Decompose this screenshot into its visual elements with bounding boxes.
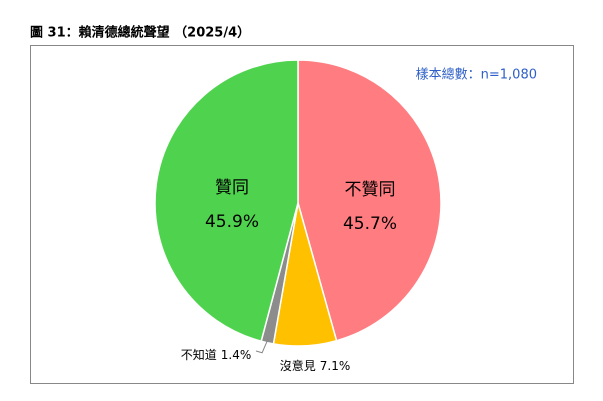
slice-value-label: 45.7%: [343, 214, 397, 234]
slice-value-label: 7.1%: [320, 359, 351, 373]
slice-category-label: 贊同: [215, 178, 249, 198]
slice-label: 不知道 1.4%: [181, 348, 252, 362]
slice-category-label: 不贊同: [345, 180, 396, 200]
slice-category-label: 不知道: [181, 348, 217, 362]
slice-value-label: 1.4%: [221, 348, 252, 362]
chart-frame: [30, 45, 574, 384]
pie-slice: [297, 59, 442, 342]
sample-size: 樣本總數：n=1,080: [416, 67, 537, 83]
chart-title: 圖 31：賴清德總統聲望 （2025/4）: [30, 25, 250, 41]
slice-label: 沒意見 7.1%: [280, 358, 351, 373]
slice-category-label: 沒意見: [280, 358, 316, 373]
pie-slice: [154, 59, 299, 343]
leader-line: [255, 338, 269, 354]
slice-value-label: 45.9%: [205, 212, 259, 232]
